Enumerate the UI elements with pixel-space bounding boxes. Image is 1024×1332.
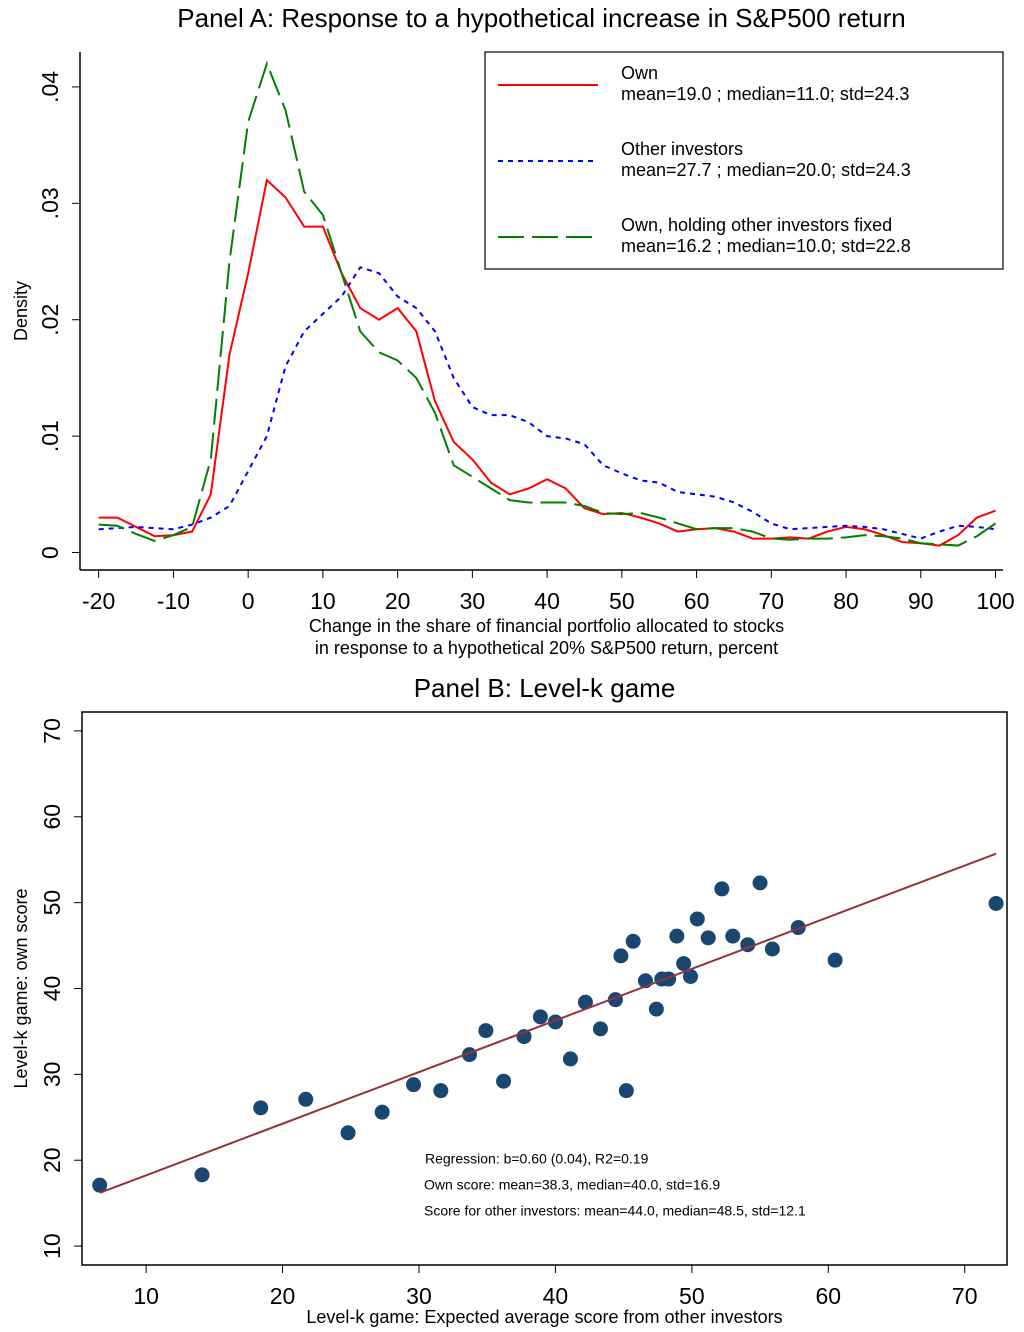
x-tick-label: 10: [133, 1283, 159, 1309]
x-tick-label: 60: [815, 1283, 841, 1309]
y-axis-title: Level-k game: own score: [11, 888, 31, 1088]
legend-label: Own: [621, 63, 658, 83]
scatter-point: [92, 1177, 108, 1193]
y-tick-label: .03: [37, 187, 63, 219]
x-tick-label: 40: [543, 1283, 569, 1309]
legend-description: mean=27.7 ; median=20.0; std=24.3: [621, 160, 911, 180]
x-tick-label: 30: [406, 1283, 432, 1309]
x-tick-label: 50: [679, 1283, 705, 1309]
scatter-point: [496, 1073, 512, 1089]
legend-description: mean=19.0 ; median=11.0; std=24.3: [621, 84, 909, 104]
y-axis-title: Density: [11, 281, 31, 341]
scatter-point: [725, 928, 741, 944]
x-tick-label: 100: [976, 588, 1014, 614]
line-series: [98, 266, 996, 540]
x-tick-label: 50: [609, 588, 635, 614]
scatter-point: [682, 968, 698, 984]
scatter-point: [752, 875, 768, 891]
annotation: Own score: mean=38.3, median=40.0, std=1…: [424, 1177, 720, 1193]
x-axis-title: Level-k game: Expected average score fro…: [306, 1307, 782, 1327]
scatter-point: [827, 952, 843, 968]
y-tick-label: 50: [39, 890, 65, 916]
y-tick-label: .04: [37, 71, 63, 103]
scatter-point: [374, 1104, 390, 1120]
scatter-point: [253, 1100, 269, 1116]
scatter-point: [764, 941, 780, 957]
scatter-point: [478, 1023, 494, 1039]
x-tick-label: 60: [684, 588, 710, 614]
scatter-point: [689, 911, 705, 927]
y-tick-label: 20: [39, 1147, 65, 1173]
x-tick-label: 80: [833, 588, 859, 614]
scatter-point: [669, 928, 685, 944]
scatter-point: [298, 1091, 314, 1107]
x-axis-title: in response to a hypothetical 20% S&P500…: [315, 638, 778, 658]
scatter-point: [714, 881, 730, 897]
x-tick-label: 40: [534, 588, 560, 614]
scatter-point: [433, 1083, 449, 1099]
scatter-point: [625, 933, 641, 949]
y-tick-label: 70: [39, 718, 65, 744]
scatter-point: [194, 1167, 210, 1183]
annotation: Regression: b=0.60 (0.04), R2=0.19: [425, 1151, 649, 1167]
x-tick-label: 70: [952, 1283, 978, 1309]
line-series: [98, 178, 996, 547]
scatter-point: [613, 948, 629, 964]
scatter-point: [340, 1125, 356, 1141]
x-tick-label: -20: [82, 588, 115, 614]
scatter-point: [592, 1021, 608, 1037]
scatter-point: [406, 1077, 422, 1093]
legend-description: mean=16.2 ; median=10.0; std=22.8: [621, 236, 911, 256]
chart-title: Panel B: Level-k game: [414, 673, 676, 703]
y-tick-label: .01: [37, 420, 63, 452]
scatter-point: [562, 1051, 578, 1067]
annotation: Score for other investors: mean=44.0, me…: [424, 1203, 806, 1219]
line-series: [98, 60, 997, 547]
chart-title: Panel A: Response to a hypothetical incr…: [177, 3, 905, 33]
x-tick-label: 90: [908, 588, 934, 614]
x-tick-label: 70: [759, 588, 785, 614]
x-axis-title: Change in the share of financial portfol…: [309, 616, 784, 636]
x-tick-label: 20: [385, 588, 411, 614]
scatter-point: [532, 1009, 548, 1025]
scatter-point: [988, 895, 1004, 911]
legend-label: Other investors: [621, 139, 743, 159]
x-tick-label: 30: [460, 588, 486, 614]
legend-label: Own, holding other investors fixed: [621, 215, 892, 235]
x-tick-label: 20: [270, 1283, 296, 1309]
x-tick-label: 10: [310, 588, 336, 614]
y-tick-label: 30: [39, 1062, 65, 1088]
fit-line: [99, 852, 997, 1194]
scatter-point: [676, 956, 692, 972]
scatter-point: [618, 1083, 634, 1099]
y-tick-label: .02: [37, 304, 63, 336]
x-tick-label: 0: [242, 588, 255, 614]
y-tick-label: 60: [39, 804, 65, 830]
scatter-point: [577, 994, 593, 1010]
scatter-point: [648, 1001, 664, 1017]
x-tick-label: -10: [157, 588, 190, 614]
y-tick-label: 0: [37, 546, 63, 559]
y-tick-label: 40: [39, 976, 65, 1002]
scatter-point: [700, 930, 716, 946]
y-tick-label: 10: [39, 1233, 65, 1259]
